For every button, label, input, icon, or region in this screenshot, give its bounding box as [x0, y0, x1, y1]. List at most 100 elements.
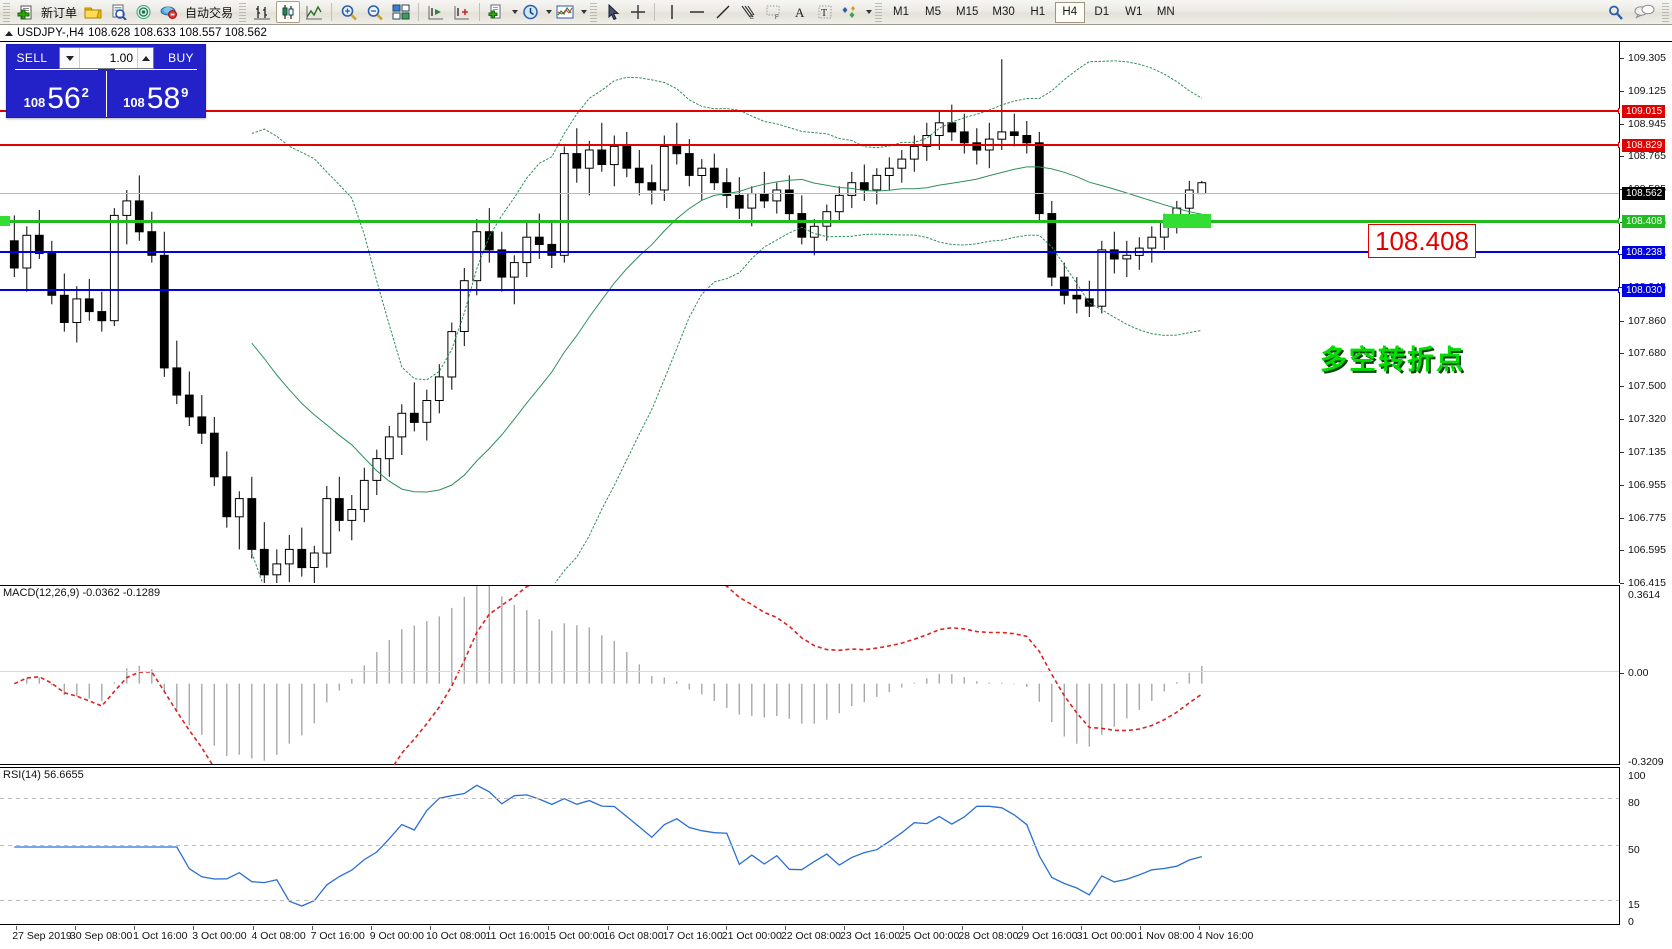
templates-dropdown-icon[interactable]	[512, 10, 519, 14]
time-axis[interactable]: 27 Sep 2019 30 Sep 08:00 1 Oct 16:00 3 Oct …	[0, 926, 1672, 949]
indicators-icon[interactable]	[553, 1, 577, 23]
level-line-108.030[interactable]	[0, 286, 1624, 293]
price-scale[interactable]: 109.305109.125108.945108.765108.585108.4…	[1620, 42, 1672, 928]
time-tick	[311, 926, 313, 930]
shapes-dropdown-icon[interactable]	[866, 10, 873, 14]
trendline-icon[interactable]	[711, 1, 734, 23]
period-icon[interactable]	[519, 1, 542, 23]
zoom-out-icon[interactable]	[363, 1, 387, 23]
time-tick	[16, 926, 17, 930]
level-label-108.829[interactable]: 108.829	[1622, 138, 1666, 152]
price-tick: 109.305	[1620, 52, 1672, 64]
volume-value[interactable]: 1.00	[109, 51, 133, 65]
macd-tick: -0.3209	[1628, 756, 1664, 768]
tile-windows-icon[interactable]	[389, 1, 413, 23]
price-pane[interactable]	[0, 42, 1624, 693]
price-tick: 107.320	[1620, 413, 1672, 425]
folder-icon[interactable]	[81, 1, 105, 23]
one-click-trading-panel[interactable]: SELL 1.00 BUY 108 56 2 108 58 9	[6, 44, 206, 118]
timeframe-m1[interactable]: M1	[893, 6, 910, 18]
level-label-108.030[interactable]: 108.030	[1622, 283, 1666, 297]
level-label-108.408[interactable]: 108.408	[1622, 215, 1666, 229]
auto-scroll-icon[interactable]	[450, 1, 474, 23]
timeframe-m5[interactable]: M5	[925, 6, 942, 18]
volume-input[interactable]: 1.00	[59, 47, 154, 69]
toolbar-grip-4[interactable]	[875, 2, 883, 22]
chart-container[interactable]: MACD(12,26,9) -0.0362 -0.1289 RSI(14) 56…	[0, 42, 1672, 949]
timeframe-h4[interactable]: H4	[1054, 1, 1085, 23]
trend-up-icon	[5, 30, 13, 36]
timeframe-w1[interactable]: W1	[1125, 6, 1143, 18]
volume-increment-icon[interactable]	[137, 48, 153, 68]
level-line-108.408[interactable]	[0, 218, 1624, 225]
toolbar-grip-5[interactable]	[1662, 2, 1669, 22]
text-box-icon[interactable]: T	[813, 1, 836, 23]
level-line-108.829[interactable]	[0, 141, 1624, 148]
line-chart-icon[interactable]	[302, 1, 326, 23]
time-label: 23 Oct 16:00	[840, 930, 901, 942]
sell-price[interactable]: 108 56 2	[7, 69, 107, 117]
sell-button[interactable]: SELL	[16, 51, 48, 65]
search-icon[interactable]	[1604, 1, 1628, 23]
time-tick	[489, 926, 491, 930]
shapes-icon[interactable]	[838, 1, 862, 23]
time-label: 11 Oct 16:00	[485, 930, 545, 942]
autotrade-label[interactable]: 自动交易	[185, 5, 234, 20]
print-preview-icon[interactable]	[107, 1, 130, 23]
time-label: 31 Oct 00:00	[1076, 930, 1137, 942]
toolbar-grip-3[interactable]	[590, 2, 598, 22]
macd-chart-svg	[13, 535, 1203, 854]
toolbar-grip-2[interactable]	[239, 2, 247, 22]
macd-label: MACD(12,26,9) -0.0362 -0.1289	[3, 587, 161, 599]
rsi-tick: 50	[1628, 844, 1640, 856]
level-label-109.015[interactable]: 109.015	[1622, 104, 1666, 118]
chart-shift-icon[interactable]	[424, 1, 448, 23]
hline-icon[interactable]	[685, 1, 709, 23]
time-label: 16 Oct 08:00	[603, 930, 664, 942]
timeframe-d1[interactable]: D1	[1094, 6, 1110, 18]
toolbar-grip[interactable]	[3, 2, 10, 22]
buy-price[interactable]: 108 58 9	[107, 69, 206, 117]
timeframe-m15[interactable]: M15	[956, 6, 979, 18]
chat-icon[interactable]	[1630, 1, 1658, 23]
svg-text:A: A	[795, 5, 805, 20]
pivot-anchor-node[interactable]	[0, 216, 10, 227]
indicators-dropdown-icon[interactable]	[581, 10, 588, 14]
new-order-label[interactable]: 新订单	[41, 5, 78, 20]
timeframe-m30[interactable]: M30	[992, 6, 1015, 18]
time-label: 22 Oct 08:00	[780, 930, 841, 942]
volume-dropdown-icon[interactable]	[60, 48, 80, 68]
macd-pane[interactable]: MACD(12,26,9) -0.0362 -0.1289	[0, 535, 1620, 854]
buy-button[interactable]: BUY	[168, 51, 194, 65]
price-tick: 109.125	[1620, 85, 1672, 97]
timeframe-mn[interactable]: MN	[1156, 6, 1175, 18]
fibo-icon[interactable]: E	[736, 1, 760, 23]
vline-icon[interactable]	[660, 1, 683, 23]
time-label: 17 Oct 16:00	[662, 930, 723, 942]
price-callout-box[interactable]: 108.408	[1368, 224, 1476, 258]
toolbar-separator-4	[654, 3, 656, 21]
crosshair-icon[interactable]	[626, 1, 649, 23]
time-tick	[1080, 926, 1082, 930]
current-price-label: 108.562	[1622, 187, 1666, 201]
level-line-109.015[interactable]	[0, 107, 1624, 114]
text-label-icon[interactable]: F	[762, 1, 786, 23]
price-tick: 106.955	[1620, 479, 1672, 491]
level-label-108.238[interactable]: 108.238	[1622, 246, 1666, 260]
bar-chart-icon[interactable]	[250, 1, 274, 23]
rsi-pane[interactable]: RSI(14) 56.6655	[0, 767, 1620, 925]
candlestick-chart-icon[interactable]	[276, 1, 301, 23]
rsi-tick: 100	[1628, 770, 1646, 782]
timeframe-h1[interactable]: H1	[1030, 6, 1046, 18]
text-icon[interactable]: A	[788, 1, 811, 23]
time-label: 4 Oct 08:00	[251, 930, 306, 942]
period-dropdown-icon[interactable]	[546, 10, 553, 14]
cursor-icon[interactable]	[601, 1, 624, 23]
svg-text:T: T	[821, 8, 827, 19]
network-icon[interactable]	[132, 1, 155, 23]
templates-icon[interactable]	[485, 1, 508, 23]
autotrade-icon[interactable]	[157, 1, 181, 23]
zoom-in-icon[interactable]	[337, 1, 361, 23]
new-order-button[interactable]	[14, 1, 37, 23]
time-label: 15 Oct 00:00	[544, 930, 605, 942]
